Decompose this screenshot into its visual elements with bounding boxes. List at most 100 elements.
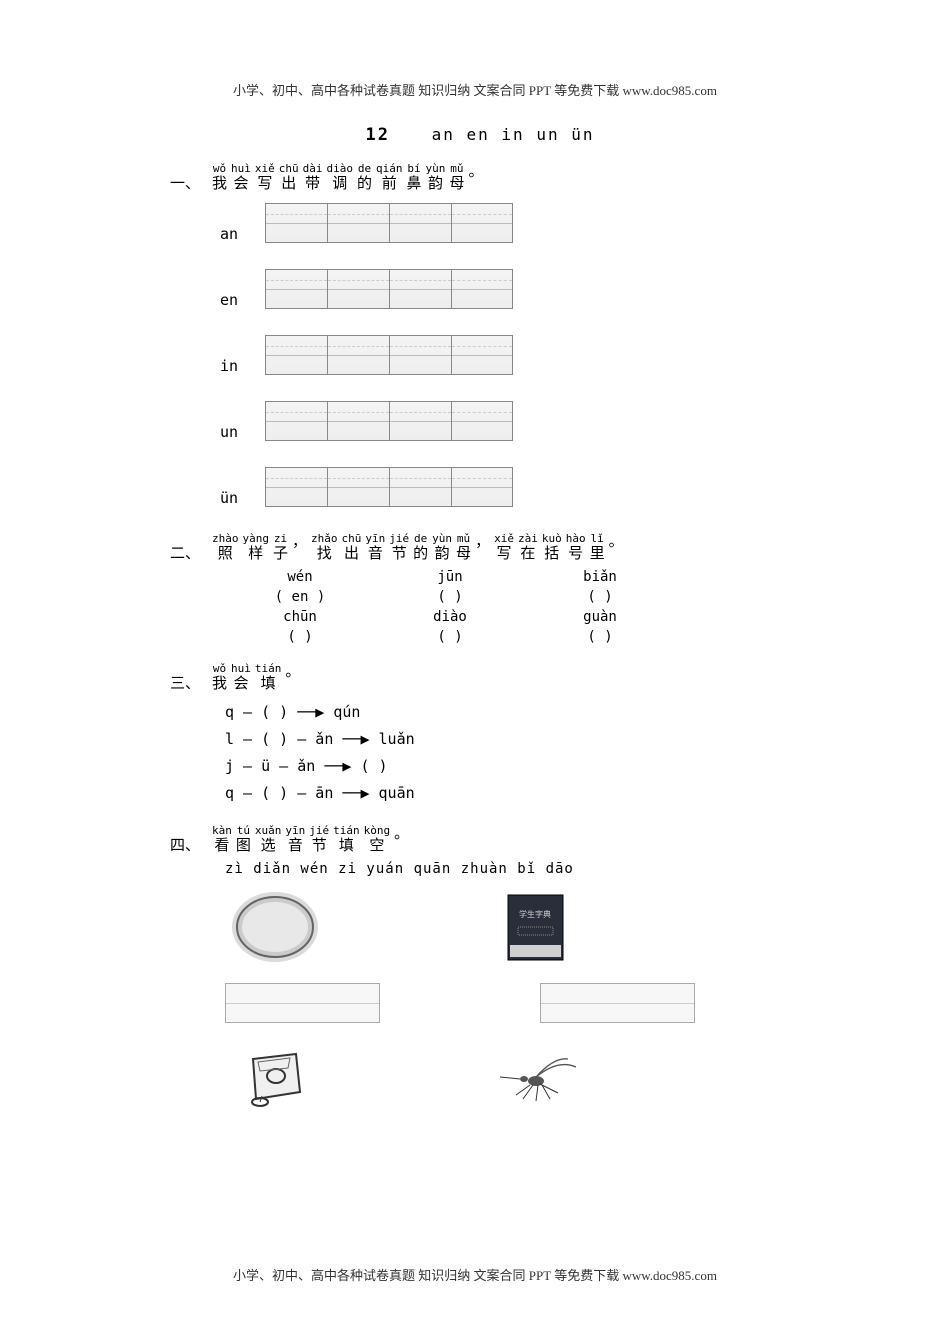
mosquito-image: [485, 1039, 585, 1119]
ruby-char: zhǎo找: [311, 533, 338, 563]
writing-cell: [451, 269, 513, 309]
ruby-char: xuǎn选: [255, 825, 282, 855]
writing-row-label: un: [220, 423, 265, 441]
ruby-char: xiě写: [255, 163, 275, 193]
writing-cell: [451, 401, 513, 441]
ruby-char: de的: [413, 533, 428, 563]
ruby-char: diào调: [327, 163, 354, 193]
lesson-pinyin: an en in un ün: [432, 125, 595, 144]
lesson-title: 12 an en in un ün: [170, 125, 790, 145]
ruby-char: 。: [394, 825, 409, 855]
ruby-char: qián前: [376, 163, 403, 193]
section-3-label: 三、: [170, 672, 212, 693]
ruby-char: zhào照: [212, 533, 239, 563]
lesson-number: 12: [366, 125, 390, 145]
ruby-char: tián填: [255, 663, 282, 693]
ruby-char: yùn韵: [432, 533, 452, 563]
ruby-char: jié节: [309, 825, 329, 855]
section-2: 二、 zhào照yàng样zi子，zhǎo找chū出yīn音jié节de的yùn…: [170, 533, 790, 645]
image-grid: 学生字典: [225, 887, 790, 1119]
writing-cell: [389, 335, 451, 375]
section-2-title: zhào照yàng样zi子，zhǎo找chū出yīn音jié节de的yùn韵mǔ…: [212, 533, 628, 563]
ruby-char: mǔ母: [456, 533, 471, 563]
q2-cell: chūn: [225, 609, 375, 625]
ruby-char: huì会: [231, 663, 251, 693]
section-4: 四、 kàn看 tú图 xuǎn选yīn音jié节tián填kòng空。 zì di…: [170, 825, 790, 1119]
writing-row-label: en: [220, 291, 265, 309]
ruby-char: xiě写: [494, 533, 514, 563]
writing-cell: [265, 335, 327, 375]
section-2-label: 二、: [170, 542, 212, 563]
ruby-char: yīn音: [285, 825, 305, 855]
writing-cell: [327, 335, 389, 375]
page-footer: 小学、初中、高中各种试卷真题 知识归纳 文案合同 PPT 等免费下载 www.d…: [0, 1265, 950, 1284]
q2-cell: wén: [225, 569, 375, 585]
section-1-label: 一、: [170, 172, 212, 193]
section-2-grid: wénjūnbiǎn ( en )( )( ) chūndiàoguàn ( )…: [225, 569, 790, 645]
section-3-lines: q — ( ) ──▶ qúnl — ( ) — ǎn ──▶ luǎnj — …: [225, 699, 790, 807]
q2-cell: ( ): [375, 629, 525, 645]
ruby-char: hào号: [566, 533, 586, 563]
writing-cell: [327, 203, 389, 243]
writing-cell: [327, 401, 389, 441]
writing-cell: [265, 203, 327, 243]
writing-cell: [389, 203, 451, 243]
ruby-char: jié节: [389, 533, 409, 563]
writing-cell: [327, 269, 389, 309]
writing-row: un: [220, 401, 790, 441]
ruby-char: lǐ里: [590, 533, 605, 563]
q2-cell: ( ): [225, 629, 375, 645]
writing-cell: [389, 269, 451, 309]
q2-cell: guàn: [525, 609, 675, 625]
q2-cell: biǎn: [525, 569, 675, 585]
sharpener-image: [225, 1039, 325, 1119]
q2-cell: jūn: [375, 569, 525, 585]
section-1: 一、 wǒ我huì会xiě写chū出dài带diào调de的qián前bí鼻yù…: [170, 163, 790, 507]
ruby-char: kuò括: [542, 533, 562, 563]
writing-row-label: ün: [220, 489, 265, 507]
writing-cell: [451, 335, 513, 375]
writing-cell: [451, 203, 513, 243]
writing-cell: [265, 269, 327, 309]
ruby-char: yùn韵: [426, 163, 446, 193]
writing-row-label: in: [220, 357, 265, 375]
section-4-title: kàn看 tú图 xuǎn选yīn音jié节tián填kòng空。: [212, 825, 413, 855]
ruby-char: kòng空: [364, 825, 391, 855]
section-3-title: wǒ我 huì会tián填。: [212, 663, 304, 693]
writing-cell: [389, 401, 451, 441]
writing-cell: [265, 467, 327, 507]
ruby-char: tú图: [236, 825, 251, 855]
q2-cell: ( ): [525, 589, 675, 605]
section-3: 三、 wǒ我 huì会tián填。 q — ( ) ──▶ qúnl — ( ) …: [170, 663, 790, 807]
ruby-char: wǒ我: [212, 663, 227, 693]
ruby-char: kàn看: [212, 825, 232, 855]
ruby-char: yīn音: [365, 533, 385, 563]
ruby-char: huì会: [231, 163, 251, 193]
page-header: 小学、初中、高中各种试卷真题 知识归纳 文案合同 PPT 等免费下载 www.d…: [0, 80, 950, 99]
writing-row-label: an: [220, 225, 265, 243]
ruby-char: tián填: [333, 825, 360, 855]
section-4-label: 四、: [170, 834, 212, 855]
ruby-char: bí鼻: [407, 163, 422, 193]
q2-cell: ( ): [375, 589, 525, 605]
writing-cell: [451, 467, 513, 507]
ruby-char: yàng样: [243, 533, 270, 563]
writing-cell: [327, 467, 389, 507]
writing-row: in: [220, 335, 790, 375]
answer-box: [225, 983, 380, 1023]
writing-grid: an en in un ün: [220, 203, 790, 507]
ruby-char: 。: [285, 663, 300, 693]
section-4-options: zì diǎn wén zi yuán quān zhuàn bǐ dāo: [225, 861, 790, 877]
ruby-char: 。: [468, 163, 483, 193]
ruby-char: chū出: [342, 533, 362, 563]
writing-row: en: [220, 269, 790, 309]
svg-text:学生字典: 学生字典: [519, 909, 551, 919]
ruby-char: wǒ我: [212, 163, 227, 193]
answer-box: [540, 983, 695, 1023]
dictionary-image: 学生字典: [485, 887, 585, 967]
writing-row: an: [220, 203, 790, 243]
ruby-char: dài带: [303, 163, 323, 193]
ruby-char: zài在: [518, 533, 538, 563]
ruby-char: ，: [292, 533, 307, 563]
q2-cell: diào: [375, 609, 525, 625]
